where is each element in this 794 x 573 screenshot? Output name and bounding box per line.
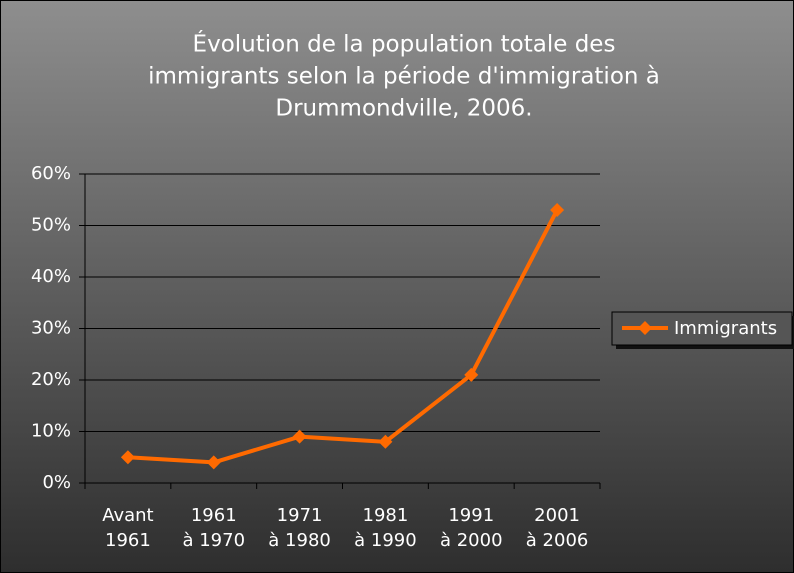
y-tick-label: 60% <box>31 163 71 184</box>
data-point <box>206 455 221 470</box>
x-tick-label-line: 1981 <box>363 505 409 526</box>
y-tick-label: 10% <box>31 421 71 442</box>
x-tick-label-line: à 2000 <box>440 530 503 551</box>
x-tick-label-line: à 1990 <box>354 530 417 551</box>
data-point <box>464 367 479 382</box>
x-tick-label: 2001 à 2006 <box>526 505 589 551</box>
chart-title: Drummondville, 2006. <box>275 96 532 122</box>
x-tick-label: 1971 à 1980 <box>268 505 331 551</box>
x-tick-label-line: à 1980 <box>268 530 331 551</box>
x-tick-label: 1981 à 1990 <box>354 505 417 551</box>
data-point <box>292 429 307 444</box>
y-tick-label: 20% <box>31 369 71 390</box>
legend-marker <box>638 321 652 335</box>
legend-text: Immigrants <box>674 318 777 339</box>
series-line <box>127 209 559 465</box>
data-point <box>378 434 393 449</box>
data-point <box>550 203 565 218</box>
x-tick-label-line: 2001 <box>534 505 580 526</box>
x-tick-label: 1991 à 2000 <box>440 505 503 551</box>
y-tick-label: 40% <box>31 266 71 287</box>
x-tick-label-line: 1961 <box>105 530 151 551</box>
x-tick-label-line: 1961 <box>191 505 237 526</box>
x-tick-label-line: 1991 <box>448 505 494 526</box>
chart-title: immigrants selon la période d'immigratio… <box>148 64 660 90</box>
x-tick-label-line: 1971 <box>277 505 323 526</box>
chart-title: Évolution de la population totale des <box>193 30 616 58</box>
x-tick-label-line: à 1970 <box>182 530 245 551</box>
data-point <box>120 450 135 465</box>
x-tick-label-line: Avant <box>102 505 153 526</box>
x-tick-label-line: à 2006 <box>526 530 589 551</box>
x-tick-label: Avant 1961 <box>102 505 153 551</box>
y-tick-label: 30% <box>31 318 71 339</box>
y-tick-label: 50% <box>31 215 71 236</box>
x-tick-label: 1961 à 1970 <box>182 505 245 551</box>
y-tick-label: 0% <box>42 472 71 493</box>
